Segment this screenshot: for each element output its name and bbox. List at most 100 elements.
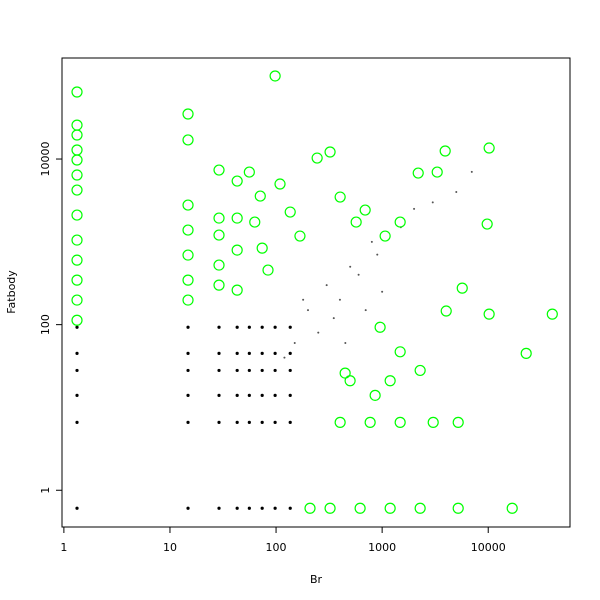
x-tick-label: 1 bbox=[60, 541, 67, 554]
highlight-point bbox=[354, 502, 366, 514]
point bbox=[217, 325, 221, 329]
highlight-point bbox=[334, 416, 346, 428]
highlight-point bbox=[243, 166, 255, 178]
highlight-point bbox=[182, 134, 194, 146]
highlight-point bbox=[359, 204, 371, 216]
point bbox=[75, 325, 79, 329]
point bbox=[235, 393, 239, 397]
highlight-point bbox=[294, 230, 306, 242]
point bbox=[75, 506, 79, 510]
point bbox=[357, 273, 360, 276]
point bbox=[288, 325, 292, 329]
highlight-point bbox=[213, 229, 225, 241]
highlight-point bbox=[452, 502, 464, 514]
highlight-point bbox=[256, 242, 268, 254]
point bbox=[413, 207, 416, 210]
highlight-point bbox=[213, 279, 225, 291]
point bbox=[370, 240, 373, 243]
point bbox=[273, 506, 277, 510]
point bbox=[186, 325, 190, 329]
point bbox=[260, 351, 264, 355]
point bbox=[288, 420, 292, 424]
point bbox=[349, 265, 352, 268]
highlight-point bbox=[344, 375, 356, 387]
x-axis-label: Br bbox=[310, 573, 323, 586]
point bbox=[217, 420, 221, 424]
highlight-point bbox=[384, 375, 396, 387]
highlight-point bbox=[394, 346, 406, 358]
highlight-point bbox=[71, 169, 83, 181]
highlight-point bbox=[334, 191, 346, 203]
point bbox=[344, 342, 347, 345]
point bbox=[247, 368, 251, 373]
point bbox=[260, 325, 264, 329]
highlight-point bbox=[452, 416, 464, 428]
highlight-point bbox=[506, 502, 518, 514]
highlight-point bbox=[431, 166, 443, 178]
point bbox=[247, 325, 251, 329]
highlight-point bbox=[384, 502, 396, 514]
highlight-point bbox=[269, 70, 281, 82]
highlight-point bbox=[254, 190, 266, 202]
y-tick-label: 10000 bbox=[39, 142, 52, 177]
plot-frame bbox=[61, 57, 571, 528]
point bbox=[455, 190, 458, 193]
highlight-point bbox=[71, 274, 83, 286]
point bbox=[235, 420, 239, 424]
point bbox=[288, 393, 292, 397]
point bbox=[338, 298, 341, 301]
highlight-point bbox=[182, 224, 194, 236]
point bbox=[235, 368, 239, 373]
point bbox=[288, 351, 292, 355]
point bbox=[260, 393, 264, 397]
highlight-point bbox=[213, 164, 225, 176]
point bbox=[235, 351, 239, 355]
point bbox=[247, 393, 251, 397]
highlight-point bbox=[182, 294, 194, 306]
point bbox=[217, 506, 221, 510]
x-tick-label: 100 bbox=[266, 541, 287, 554]
highlight-point bbox=[481, 218, 493, 230]
point bbox=[273, 393, 277, 397]
point bbox=[332, 317, 335, 320]
point bbox=[273, 420, 277, 424]
point bbox=[217, 393, 221, 397]
highlight-point bbox=[311, 152, 323, 164]
point bbox=[75, 420, 79, 424]
highlight-point bbox=[456, 282, 468, 294]
point bbox=[288, 506, 292, 510]
highlight-point bbox=[213, 259, 225, 271]
highlight-point bbox=[213, 212, 225, 224]
point bbox=[260, 420, 264, 424]
highlight-point bbox=[414, 364, 426, 377]
x-tick-label: 10000 bbox=[471, 541, 506, 554]
point bbox=[283, 356, 286, 359]
point bbox=[260, 506, 264, 510]
highlight-point bbox=[284, 206, 296, 218]
highlight-point bbox=[71, 154, 83, 166]
highlight-point bbox=[71, 119, 83, 131]
point bbox=[247, 351, 251, 355]
point bbox=[325, 284, 328, 287]
point bbox=[260, 368, 264, 373]
point bbox=[306, 309, 309, 312]
highlight-point bbox=[546, 308, 558, 320]
point bbox=[235, 325, 239, 329]
point bbox=[470, 170, 473, 173]
y-axis-label: Fatbody bbox=[5, 270, 18, 314]
highlight-point bbox=[71, 184, 83, 196]
highlight-point bbox=[71, 86, 83, 98]
highlight-point bbox=[324, 502, 336, 514]
highlight-point bbox=[440, 305, 452, 317]
point bbox=[186, 351, 190, 355]
point bbox=[186, 506, 190, 510]
point bbox=[186, 420, 190, 424]
highlight-point bbox=[324, 146, 336, 158]
highlight-point bbox=[394, 416, 406, 428]
highlight-point bbox=[412, 167, 424, 179]
highlight-point bbox=[71, 144, 83, 156]
highlight-point bbox=[231, 175, 243, 187]
x-tick-label: 10 bbox=[163, 541, 177, 554]
point bbox=[186, 368, 190, 373]
